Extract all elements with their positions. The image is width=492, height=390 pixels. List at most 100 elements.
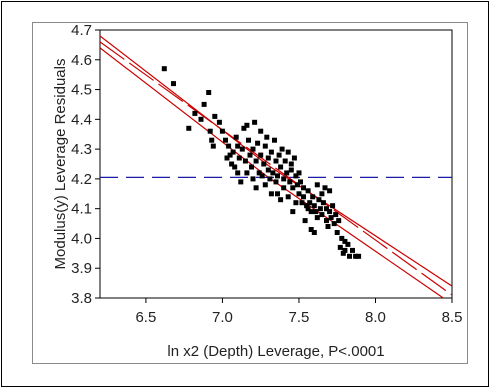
confidence-band-upper xyxy=(100,35,452,287)
data-point xyxy=(331,221,337,227)
data-point xyxy=(229,161,235,167)
data-point xyxy=(278,197,284,203)
data-point xyxy=(226,143,232,149)
data-point xyxy=(250,176,256,182)
data-point xyxy=(307,200,313,206)
data-point xyxy=(253,185,259,191)
data-point xyxy=(308,227,314,232)
data-point xyxy=(322,185,328,191)
x-tick-label: 6.5 xyxy=(135,309,156,326)
data-point xyxy=(293,200,299,206)
y-tick-label: 4.3 xyxy=(71,141,92,158)
data-point xyxy=(278,164,284,170)
data-point xyxy=(340,250,346,256)
data-point xyxy=(287,179,293,185)
data-point xyxy=(258,152,264,158)
data-point xyxy=(317,206,323,212)
data-point xyxy=(273,179,279,185)
data-point xyxy=(239,146,245,152)
y-tick-label: 4.0 xyxy=(71,230,92,247)
data-point xyxy=(264,134,270,140)
data-point xyxy=(281,185,287,191)
y-tick-label: 3.9 xyxy=(71,260,92,277)
data-point xyxy=(337,244,343,250)
data-point xyxy=(253,158,259,164)
data-point xyxy=(291,155,297,161)
data-point xyxy=(235,170,241,176)
data-point xyxy=(339,235,345,241)
y-tick-label: 4.1 xyxy=(71,201,92,218)
data-point xyxy=(268,149,274,155)
data-point xyxy=(319,212,325,218)
data-point xyxy=(290,185,296,191)
x-tick-label: 8.0 xyxy=(365,309,386,326)
data-point xyxy=(216,119,222,125)
data-point xyxy=(288,161,294,167)
data-point xyxy=(324,218,329,224)
data-point xyxy=(288,167,294,173)
data-point xyxy=(290,209,296,215)
data-point xyxy=(201,101,207,107)
data-point xyxy=(252,119,258,125)
y-tick-label: 4.5 xyxy=(71,82,92,99)
data-point xyxy=(209,137,215,143)
data-point xyxy=(305,206,311,212)
data-point xyxy=(296,170,302,176)
data-point xyxy=(244,122,250,128)
data-point xyxy=(230,149,236,155)
data-point xyxy=(250,146,256,152)
data-point xyxy=(314,182,320,188)
data-point xyxy=(171,81,176,87)
data-point xyxy=(241,125,247,131)
data-point xyxy=(302,218,308,224)
data-point xyxy=(298,179,303,185)
data-point xyxy=(327,188,333,194)
data-point xyxy=(327,209,333,215)
data-point xyxy=(325,224,331,229)
data-point xyxy=(219,128,225,134)
data-point xyxy=(210,143,216,149)
data-point xyxy=(207,128,213,134)
data-point xyxy=(227,152,233,158)
data-point xyxy=(232,164,238,170)
data-point xyxy=(305,188,311,194)
data-point xyxy=(316,197,322,203)
data-point xyxy=(299,200,305,206)
x-tick-label: 8.5 xyxy=(442,309,463,326)
y-tick-label: 4.7 xyxy=(71,22,92,39)
data-point xyxy=(356,253,362,259)
data-point xyxy=(350,247,355,253)
data-point xyxy=(285,194,291,200)
data-point xyxy=(161,66,167,72)
data-point xyxy=(334,230,340,235)
data-point xyxy=(259,173,265,179)
data-point xyxy=(261,161,267,167)
data-point xyxy=(336,218,342,224)
data-point xyxy=(279,146,285,152)
data-point xyxy=(347,253,352,259)
data-point xyxy=(186,125,192,131)
data-point xyxy=(238,179,244,185)
data-point xyxy=(328,215,334,221)
data-point xyxy=(311,203,317,209)
data-point xyxy=(242,158,248,164)
data-point xyxy=(320,200,326,206)
data-point xyxy=(314,215,320,221)
data-point xyxy=(275,173,280,179)
data-point xyxy=(330,203,336,209)
data-point xyxy=(293,173,299,179)
data-point xyxy=(256,170,262,176)
data-point xyxy=(308,209,314,215)
plot-area xyxy=(99,29,453,299)
data-point xyxy=(301,194,306,200)
data-point xyxy=(301,185,306,191)
data-point xyxy=(258,128,264,134)
data-point xyxy=(296,191,302,197)
data-point xyxy=(285,149,291,155)
data-point xyxy=(282,158,288,164)
chart-inner-frame xyxy=(32,22,468,364)
data-point xyxy=(244,170,250,176)
data-point xyxy=(270,170,276,176)
data-point xyxy=(206,90,212,95)
